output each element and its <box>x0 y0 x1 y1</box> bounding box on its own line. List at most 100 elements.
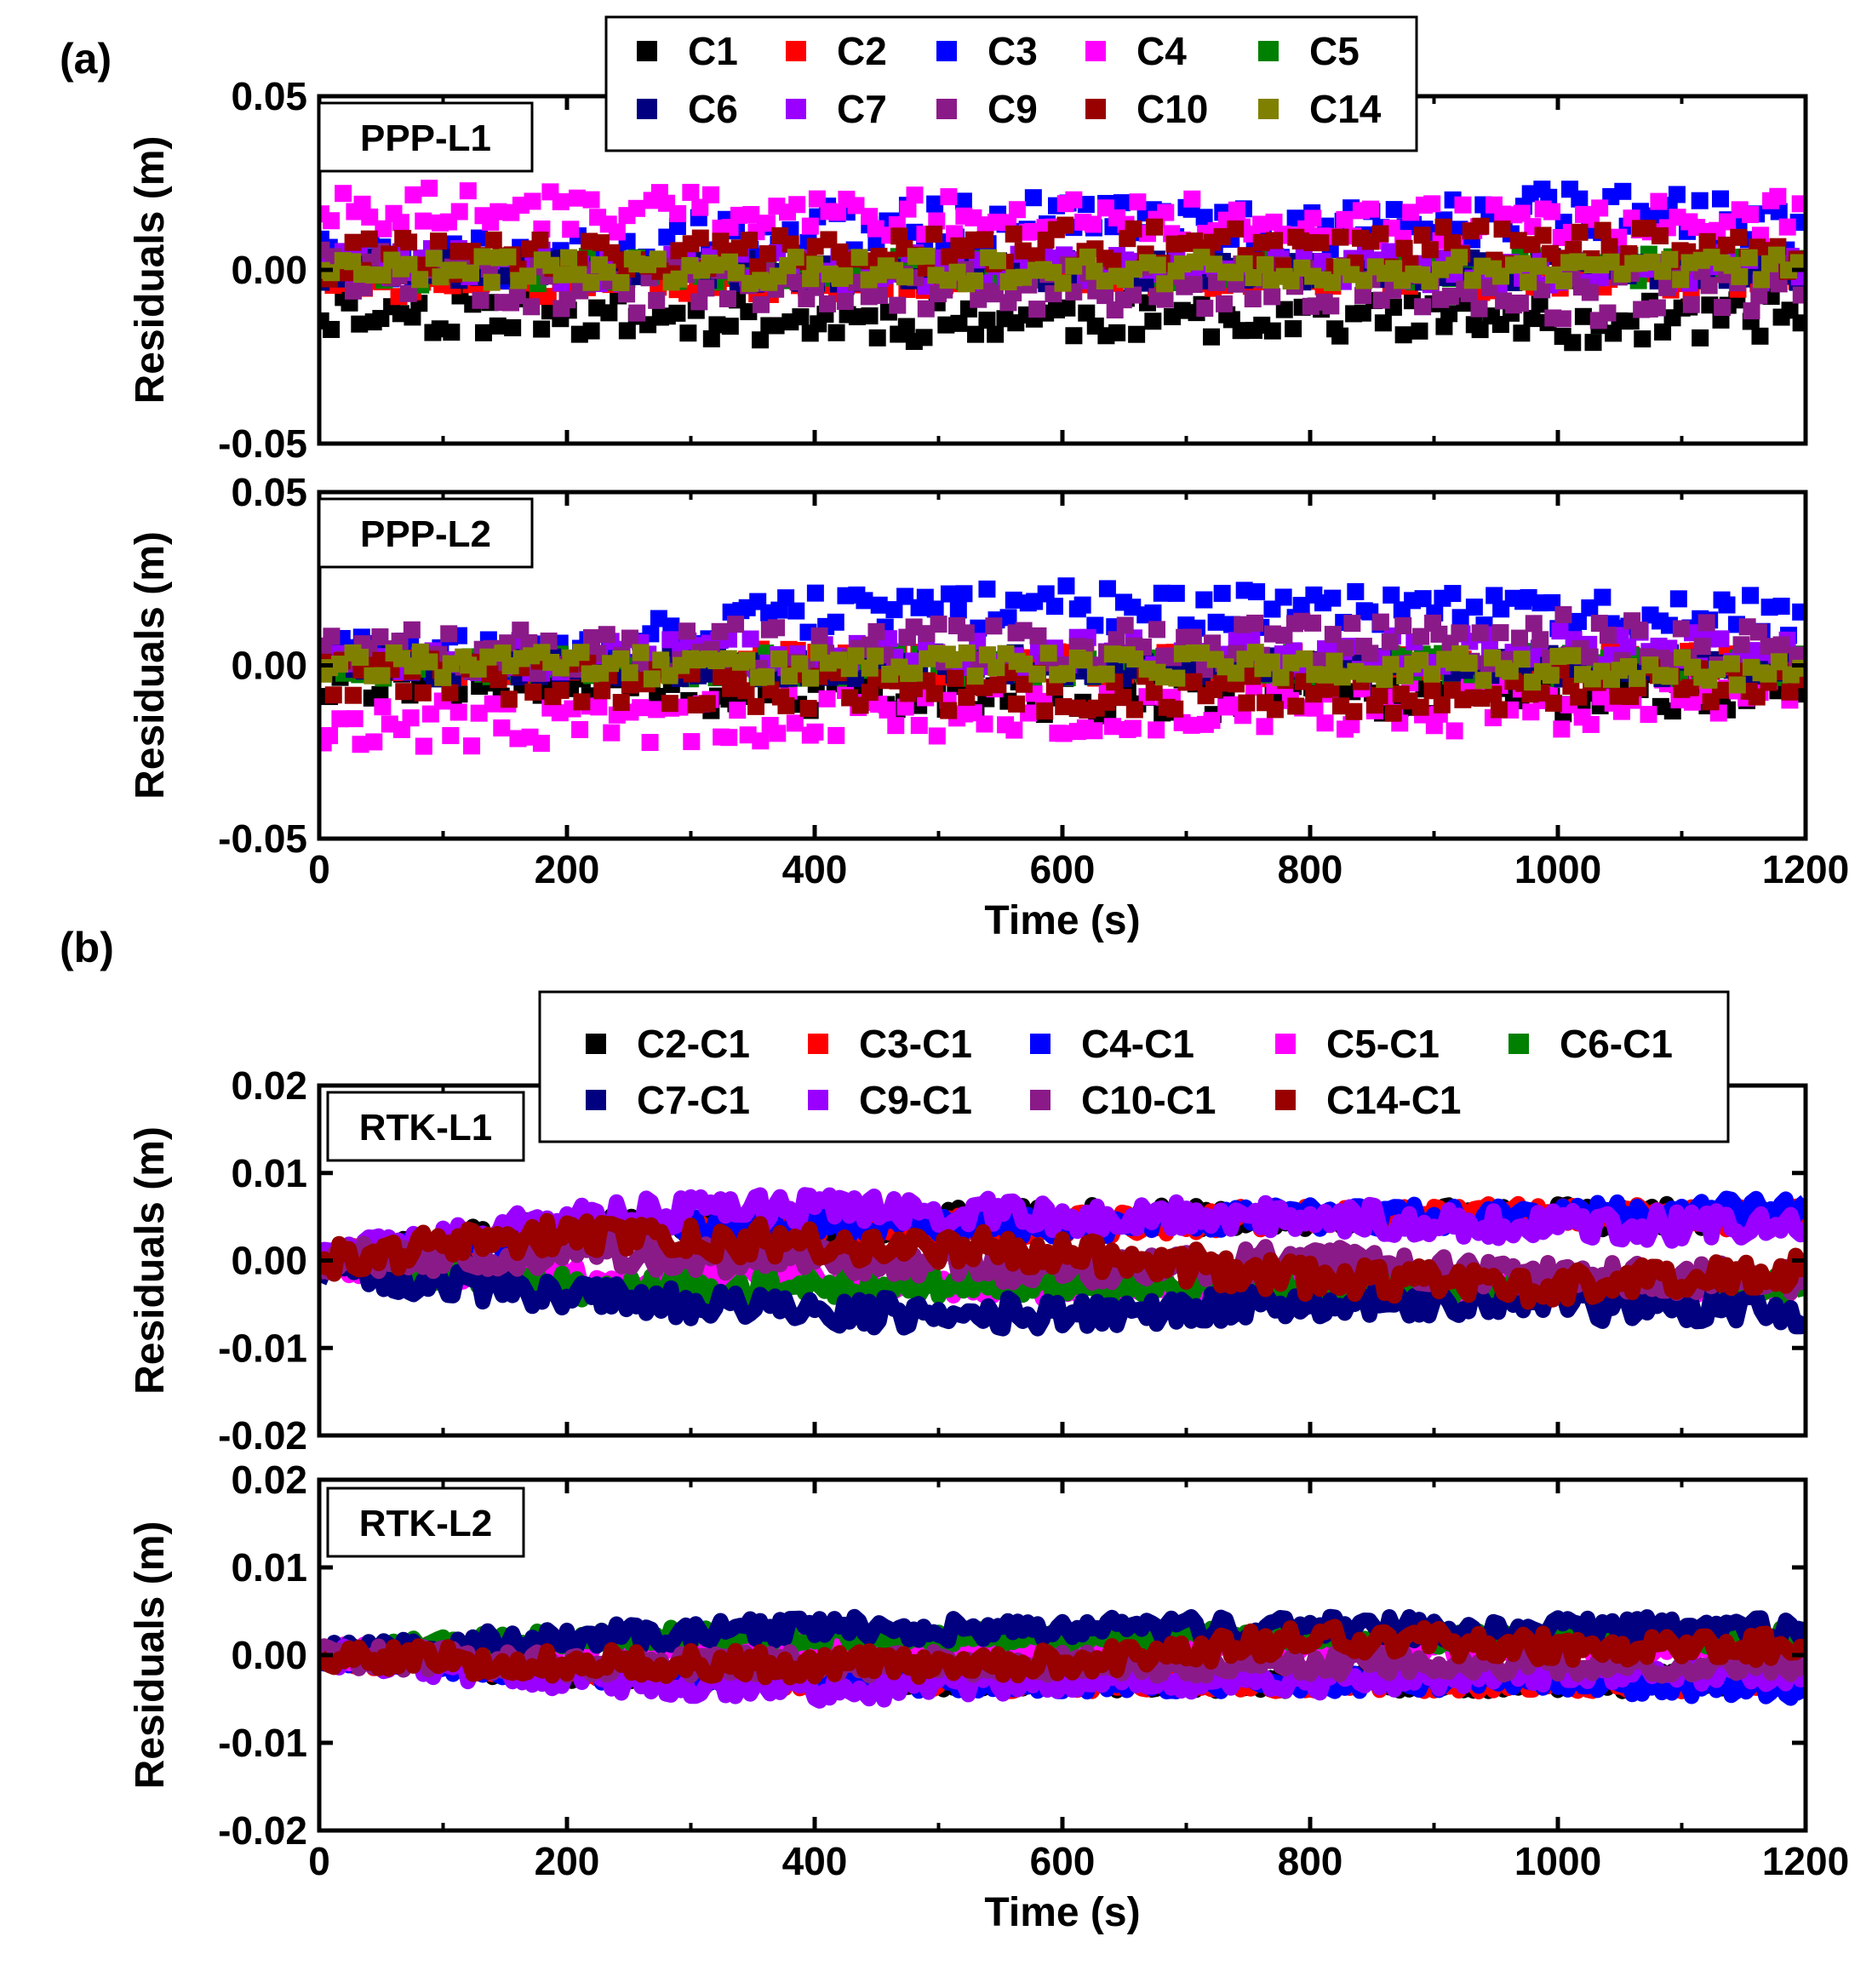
data-point <box>1202 328 1220 346</box>
data-point <box>1460 284 1478 302</box>
series-c14-c1 <box>319 1618 1806 1686</box>
data-point <box>421 653 438 671</box>
data-point <box>1322 297 1340 315</box>
data-point <box>365 733 383 751</box>
data-point <box>1599 627 1617 645</box>
data-point <box>928 727 946 745</box>
data-point <box>1371 613 1389 631</box>
legend-swatch <box>586 1090 606 1110</box>
data-point <box>1183 190 1201 208</box>
legend-label: C1 <box>688 29 738 73</box>
data-point <box>1173 301 1191 319</box>
data-point <box>1523 310 1541 328</box>
data-point <box>1564 334 1582 352</box>
data-point <box>954 192 972 210</box>
legend-item: C9-C1 <box>808 1078 972 1122</box>
data-point <box>978 580 996 598</box>
data-point <box>618 322 636 340</box>
data-point <box>1195 591 1213 609</box>
data-point <box>1065 327 1083 345</box>
data-point <box>1414 298 1432 316</box>
data-point <box>1571 223 1589 241</box>
data-point <box>1697 614 1715 632</box>
data-point <box>1355 272 1373 289</box>
data-point <box>806 238 824 255</box>
data-point <box>402 709 420 727</box>
data-point <box>661 695 678 713</box>
data-point <box>926 600 944 618</box>
data-point <box>1129 193 1147 211</box>
data-point <box>1423 682 1441 700</box>
data-point <box>351 315 369 333</box>
data-point <box>1153 584 1171 602</box>
data-point <box>747 697 765 715</box>
legend-swatch <box>808 1034 828 1054</box>
data-point <box>1274 588 1292 606</box>
data-point <box>949 601 967 619</box>
data-point <box>915 329 933 347</box>
data-point <box>400 233 418 251</box>
x-tick-label: 1000 <box>1514 1839 1601 1883</box>
data-point <box>861 684 879 702</box>
series-c14 <box>319 246 1806 293</box>
data-point <box>1125 261 1142 278</box>
data-point <box>757 667 775 685</box>
data-point <box>925 226 943 243</box>
legend-label: C7 <box>837 87 887 131</box>
y-tick-label: -0.02 <box>218 1808 307 1853</box>
plot-layer: -0.05 0.00 0.05 Residuals (m) PPP-L1 C1 C2 C3 C4… <box>128 15 1849 1935</box>
data-point <box>532 735 550 753</box>
data-point <box>1227 220 1245 238</box>
data-point <box>829 203 847 221</box>
data-point <box>628 304 646 322</box>
data-point <box>1513 324 1531 342</box>
legend-item: C14-C1 <box>1275 1078 1462 1122</box>
data-point <box>1354 287 1372 305</box>
data-point <box>885 601 903 619</box>
data-point <box>1661 250 1679 268</box>
data-point <box>430 232 448 250</box>
data-point <box>1444 585 1462 603</box>
data-point <box>1709 661 1726 679</box>
data-point <box>1534 226 1552 244</box>
data-point <box>1184 628 1202 646</box>
data-point <box>1058 299 1076 317</box>
data-point <box>967 325 985 343</box>
data-point <box>1028 247 1045 265</box>
data-point <box>896 698 914 716</box>
data-point <box>519 267 537 285</box>
y-tick-label: 0.05 <box>231 74 307 118</box>
data-marks <box>319 1187 1806 1337</box>
panel-tag: RTK-L2 <box>359 1503 492 1544</box>
data-point <box>670 270 688 288</box>
panel-tag-box <box>326 1487 525 1558</box>
data-point <box>1634 330 1652 348</box>
data-point <box>897 318 915 335</box>
data-point <box>1337 639 1354 657</box>
data-point <box>1549 647 1567 665</box>
data-point <box>560 249 578 266</box>
data-point <box>523 298 541 316</box>
legend-swatch <box>786 99 806 119</box>
data-point <box>415 737 432 755</box>
data-point <box>1103 718 1121 736</box>
data-point <box>1304 209 1322 227</box>
legend-item: C2 <box>786 29 887 73</box>
data-point <box>1554 272 1572 289</box>
data-point <box>1097 665 1115 683</box>
data-point <box>1282 654 1300 672</box>
data-point <box>1145 684 1163 702</box>
data-point <box>1564 647 1582 665</box>
data-point <box>1252 233 1270 251</box>
data-point <box>899 200 917 218</box>
data-point <box>1531 295 1549 313</box>
data-marks <box>319 1608 1806 1709</box>
data-marks <box>319 180 1806 352</box>
data-point <box>906 664 924 682</box>
data-point <box>711 622 729 640</box>
data-point <box>539 288 557 306</box>
data-point <box>867 647 884 665</box>
data-point <box>1520 273 1537 291</box>
legend-swatch <box>1275 1090 1296 1110</box>
legend-swatch <box>1085 99 1106 119</box>
